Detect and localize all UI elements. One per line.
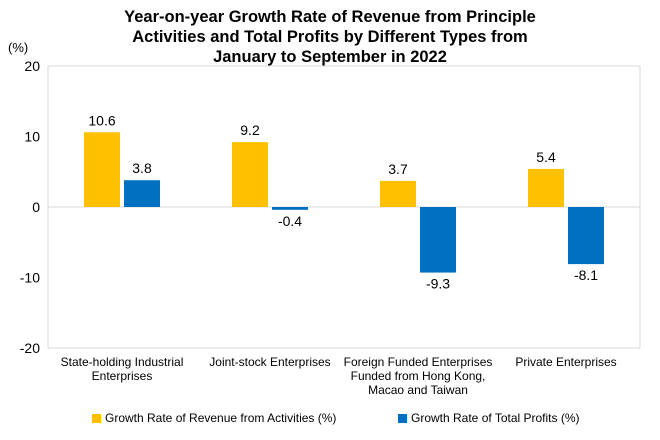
bar (380, 180, 416, 207)
legend: Growth Rate of Revenue from Activities (… (92, 411, 580, 425)
data-label: -0.4 (278, 213, 302, 229)
x-category-label: Private Enterprises (515, 355, 616, 369)
y-axis-ticks: 20 10 0 -10 -20 (20, 58, 40, 356)
x-category-label: Joint-stock Enterprises (209, 355, 330, 369)
data-label: -8.1 (574, 267, 598, 283)
y-tick-label: 20 (24, 58, 40, 74)
bar (528, 168, 564, 207)
chart-title: Year-on-year Growth Rate of Revenue from… (124, 8, 536, 66)
bar (84, 132, 120, 207)
chart-title-line: Activities and Total Profits by Differen… (132, 28, 527, 46)
legend-swatch (92, 414, 101, 423)
legend-swatch (398, 414, 407, 423)
x-category-label: State-holding Industrial (61, 355, 184, 369)
chart-title-line: January to September in 2022 (213, 48, 447, 66)
y-tick-label: -20 (20, 340, 40, 356)
data-label: 10.6 (88, 112, 115, 128)
x-category-label: Enterprises (92, 369, 153, 383)
bars (84, 132, 604, 273)
bar (272, 207, 308, 210)
data-label: -9.3 (426, 276, 450, 292)
y-tick-label: 0 (32, 199, 40, 215)
y-tick-label: -10 (20, 270, 40, 286)
data-label: 3.8 (132, 160, 152, 176)
bar (420, 207, 456, 273)
bar (232, 142, 268, 207)
chart-title-line: Year-on-year Growth Rate of Revenue from… (124, 8, 536, 26)
y-tick-label: 10 (24, 129, 40, 145)
legend-label: Growth Rate of Revenue from Activities (… (105, 411, 336, 425)
data-label: 5.4 (536, 149, 556, 165)
x-category-label: Foreign Funded Enterprises (344, 355, 493, 369)
bar (568, 207, 604, 265)
legend-label: Growth Rate of Total Profits (%) (411, 411, 580, 425)
data-labels: 10.6 9.2 3.7 5.4 3.8 -0.4 -9.3 -8.1 (88, 112, 598, 291)
x-category-label: Macao and Taiwan (368, 383, 468, 397)
y-axis-unit: (%) (8, 40, 28, 55)
bar (124, 180, 160, 207)
x-category-label: Funded from Hong Kong, (351, 369, 486, 383)
data-label: 3.7 (388, 161, 408, 177)
data-label: 9.2 (240, 122, 260, 138)
